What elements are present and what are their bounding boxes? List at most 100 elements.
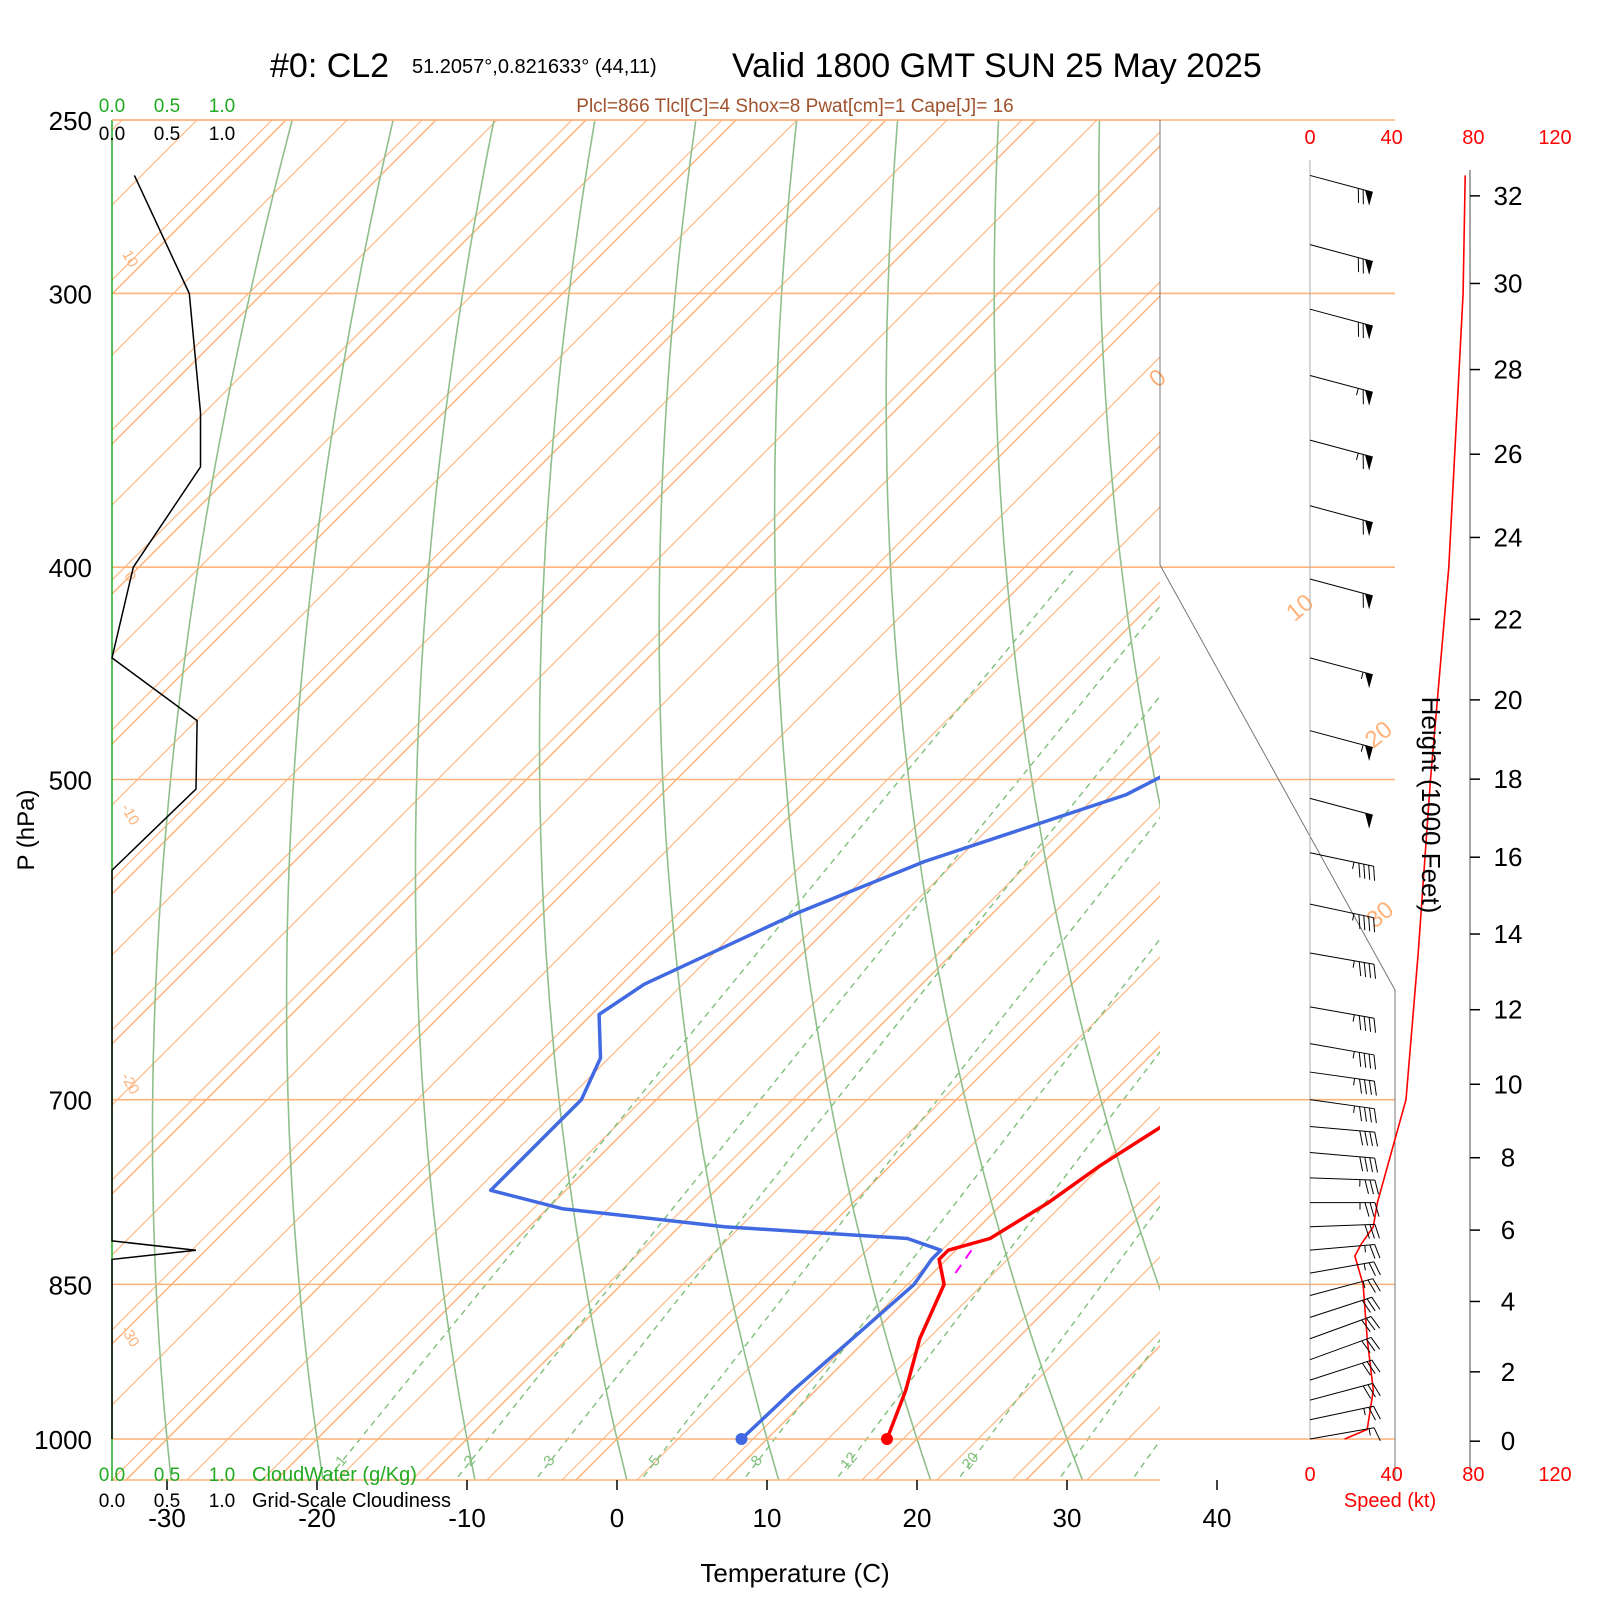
wind-barb bbox=[1309, 1359, 1381, 1381]
surface-temperature-point bbox=[881, 1433, 893, 1445]
x-tick-label: 0 bbox=[610, 1503, 624, 1533]
wind-barb bbox=[1309, 1244, 1381, 1259]
barb-staff bbox=[1309, 1006, 1375, 1019]
y-tick-label: 300 bbox=[49, 279, 92, 309]
isotherm-label: -30 bbox=[117, 1323, 143, 1350]
cloud-water-tick: 1.0 bbox=[209, 96, 235, 117]
barb-flag bbox=[1364, 1157, 1369, 1172]
wind-barbs bbox=[1309, 160, 1381, 1442]
reference-diagonal bbox=[112, 120, 423, 431]
speed-tick-top: 120 bbox=[1538, 127, 1571, 149]
barb-flag bbox=[1370, 1337, 1381, 1350]
barb-half-flag bbox=[1360, 744, 1364, 752]
x-tick-label: -10 bbox=[448, 1503, 486, 1533]
x-tick-label: 20 bbox=[903, 1503, 932, 1533]
barb-staff bbox=[1309, 903, 1374, 919]
barb-flag bbox=[1368, 963, 1372, 978]
barb-flag bbox=[1369, 1131, 1374, 1147]
barb-staff bbox=[1309, 1043, 1375, 1056]
barb-half-flag bbox=[1353, 1078, 1356, 1086]
barb-flag bbox=[1371, 1359, 1381, 1373]
height-tick-label: 6 bbox=[1501, 1215, 1515, 1245]
barb-flag bbox=[1366, 1361, 1376, 1374]
reference-diagonal bbox=[112, 120, 798, 806]
wind-barb bbox=[1309, 1278, 1381, 1296]
reference-diagonal bbox=[186, 506, 1160, 1480]
x-tick-label: 30 bbox=[1053, 1503, 1082, 1533]
barb-staff bbox=[1309, 1071, 1375, 1082]
barb-flag bbox=[1374, 1132, 1379, 1147]
mixing-ratio-line bbox=[534, 695, 1160, 1480]
height-tick-label: 32 bbox=[1494, 181, 1523, 211]
barb-flag bbox=[1374, 1180, 1379, 1195]
isotherm-label: -20 bbox=[117, 1070, 143, 1097]
dry-adiabat bbox=[993, 120, 1160, 1292]
barb-staff bbox=[1309, 852, 1374, 867]
reference-diagonal bbox=[411, 731, 1160, 1480]
barb-flag bbox=[1368, 1407, 1376, 1421]
reference-diagonal bbox=[112, 206, 1160, 1256]
barb-flag bbox=[1363, 1079, 1367, 1095]
title-station: #0: CL2 bbox=[270, 47, 389, 85]
barb-staff bbox=[1309, 657, 1373, 676]
barb-staff bbox=[1309, 952, 1375, 965]
dry-adiabat bbox=[1503, 120, 1600, 1485]
barb-flag bbox=[1362, 1385, 1372, 1399]
barb-staff bbox=[1309, 1244, 1375, 1251]
cloud-water-tick-bottom: 1.0 bbox=[209, 1465, 235, 1486]
y-tick-label: 700 bbox=[49, 1086, 92, 1116]
cloudiness-label: Grid-Scale Cloudiness bbox=[252, 1490, 451, 1512]
barb-pennant bbox=[1365, 593, 1373, 610]
height-tick-label: 26 bbox=[1494, 439, 1523, 469]
barb-half-flag bbox=[1352, 913, 1355, 921]
isotherm-line bbox=[112, 120, 587, 596]
barb-flag bbox=[1371, 1297, 1381, 1310]
reference-diagonal bbox=[112, 281, 1160, 1331]
height-tick-label: 0 bbox=[1501, 1426, 1515, 1456]
barb-half-flag bbox=[1356, 388, 1359, 396]
wind-barb bbox=[1309, 439, 1373, 471]
mixing-ratio-label: 12 bbox=[837, 1449, 861, 1473]
wind-barb bbox=[1309, 1071, 1377, 1096]
dry-adiabat bbox=[414, 120, 495, 1480]
reference-diagonal bbox=[112, 120, 723, 731]
barb-staff bbox=[1309, 1099, 1375, 1110]
reference-diagonal bbox=[112, 120, 1023, 1031]
height-tick-label: 22 bbox=[1494, 604, 1523, 634]
isotherm-line bbox=[574, 894, 1160, 1480]
profile-area bbox=[488, 775, 1160, 1441]
barb-staff bbox=[1309, 505, 1373, 524]
reference-diagonal bbox=[112, 120, 948, 956]
barb-staff bbox=[1309, 1261, 1375, 1274]
cloudiness-tick: 0.0 bbox=[99, 124, 125, 145]
barb-flag bbox=[1364, 1202, 1370, 1217]
isotherm-line bbox=[112, 120, 737, 746]
barb-half-flag bbox=[1360, 671, 1364, 679]
barb-flag bbox=[1373, 1108, 1377, 1124]
speed-tick-bottom: 40 bbox=[1381, 1464, 1403, 1486]
isotherm-line bbox=[112, 120, 887, 896]
mixing-ratio-line bbox=[640, 816, 1160, 1480]
isotherm-line bbox=[124, 444, 1160, 1480]
isotherm-line bbox=[112, 120, 437, 446]
barb-staff bbox=[1309, 174, 1373, 193]
isotherm-line bbox=[112, 144, 1160, 1196]
barb-half-flag bbox=[1352, 1051, 1355, 1059]
cloud-water-tick-bottom: 0.5 bbox=[154, 1465, 180, 1486]
barb-flag bbox=[1368, 1262, 1376, 1277]
barb-flag bbox=[1374, 1224, 1380, 1239]
reference-diagonal bbox=[1162, 120, 1600, 1480]
wind-barb bbox=[1309, 1006, 1377, 1033]
barb-staff bbox=[1309, 1336, 1372, 1361]
wind-barb bbox=[1309, 308, 1373, 340]
barb-flag bbox=[1365, 1317, 1376, 1331]
barb-pennant bbox=[1365, 454, 1373, 471]
isotherm-label: 30 bbox=[1361, 896, 1399, 934]
height-tick-label: 4 bbox=[1501, 1286, 1515, 1316]
cloudiness-tick: 0.5 bbox=[154, 124, 180, 145]
reference-diagonal bbox=[112, 120, 573, 581]
barb-flag bbox=[1368, 865, 1371, 880]
